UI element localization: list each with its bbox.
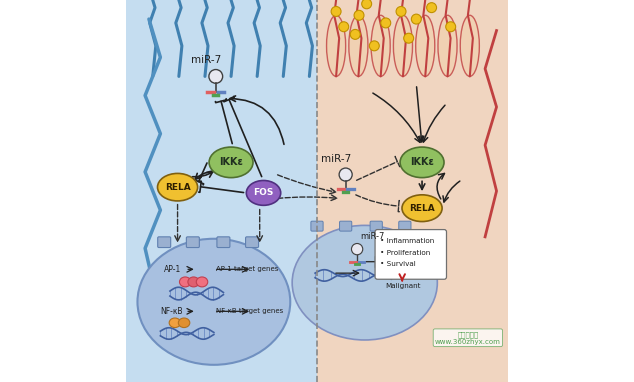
Ellipse shape <box>394 15 413 76</box>
Ellipse shape <box>400 147 444 178</box>
Circle shape <box>339 168 352 181</box>
Text: Malignant: Malignant <box>385 283 420 289</box>
Circle shape <box>209 70 223 83</box>
Polygon shape <box>126 0 317 382</box>
Ellipse shape <box>371 15 390 76</box>
Ellipse shape <box>402 195 442 222</box>
FancyBboxPatch shape <box>370 221 382 231</box>
Ellipse shape <box>416 15 435 76</box>
Text: RELA: RELA <box>409 204 435 213</box>
Text: AP-1: AP-1 <box>164 265 181 274</box>
Circle shape <box>370 41 379 51</box>
Circle shape <box>351 243 363 255</box>
Ellipse shape <box>438 15 457 76</box>
Text: IKKε: IKKε <box>410 157 434 167</box>
Circle shape <box>411 14 421 24</box>
FancyBboxPatch shape <box>399 221 411 231</box>
Ellipse shape <box>197 277 208 287</box>
Circle shape <box>331 6 341 16</box>
Text: miR-7: miR-7 <box>321 154 351 163</box>
Circle shape <box>404 33 413 43</box>
Circle shape <box>339 22 349 32</box>
Ellipse shape <box>460 15 479 76</box>
Circle shape <box>381 18 391 28</box>
Ellipse shape <box>292 225 437 340</box>
FancyBboxPatch shape <box>158 237 171 248</box>
FancyBboxPatch shape <box>245 237 259 248</box>
Ellipse shape <box>169 318 181 328</box>
Ellipse shape <box>209 147 253 178</box>
Circle shape <box>446 22 456 32</box>
Text: • Inflammation: • Inflammation <box>380 238 435 244</box>
Ellipse shape <box>179 277 191 287</box>
Ellipse shape <box>188 277 199 287</box>
Text: 转化医学网
www.360zhyx.com: 转化医学网 www.360zhyx.com <box>435 331 501 345</box>
Text: • Proliferation: • Proliferation <box>380 250 430 256</box>
FancyBboxPatch shape <box>186 237 199 248</box>
Polygon shape <box>317 0 508 382</box>
Ellipse shape <box>349 15 368 76</box>
Circle shape <box>361 0 372 9</box>
Ellipse shape <box>327 15 346 76</box>
Circle shape <box>396 6 406 16</box>
FancyBboxPatch shape <box>311 221 323 231</box>
Circle shape <box>354 10 364 20</box>
Text: NF-κB target genes: NF-κB target genes <box>216 308 283 314</box>
Text: FOS: FOS <box>254 188 274 197</box>
Circle shape <box>427 3 437 13</box>
FancyBboxPatch shape <box>340 221 352 231</box>
Ellipse shape <box>157 173 198 201</box>
Text: RELA: RELA <box>165 183 190 192</box>
FancyBboxPatch shape <box>375 230 446 279</box>
Text: • Survival: • Survival <box>380 261 416 267</box>
Ellipse shape <box>178 318 190 328</box>
Text: NF-κB: NF-κB <box>160 307 183 316</box>
Ellipse shape <box>247 181 281 206</box>
Text: miR-7: miR-7 <box>360 232 385 241</box>
FancyBboxPatch shape <box>217 237 230 248</box>
Text: miR-7: miR-7 <box>191 55 221 65</box>
Ellipse shape <box>138 239 290 365</box>
Text: IKKε: IKKε <box>219 157 243 167</box>
Circle shape <box>350 29 360 39</box>
Text: AP-1 target genes: AP-1 target genes <box>216 266 278 272</box>
